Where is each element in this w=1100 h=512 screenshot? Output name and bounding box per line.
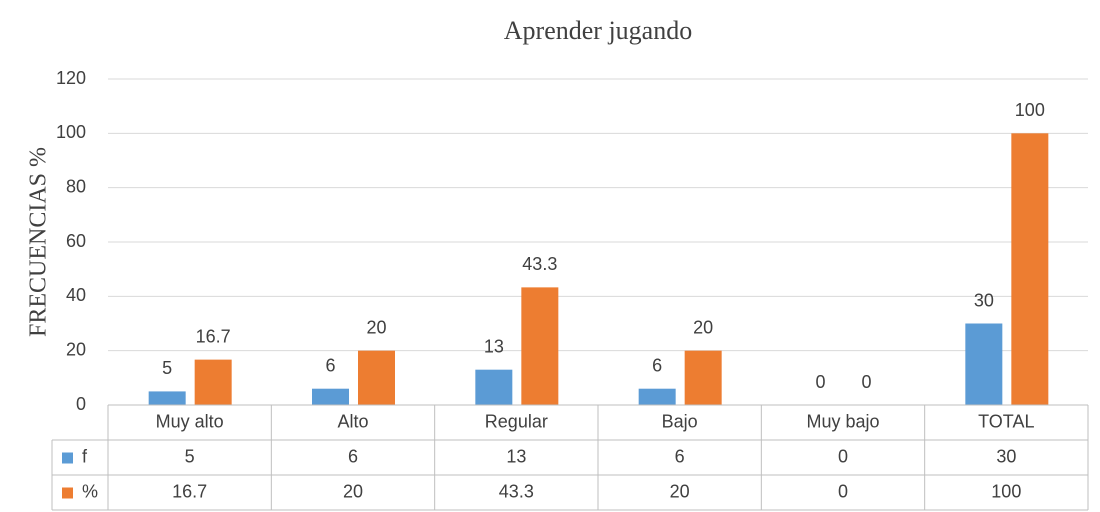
y-tick-label: 120 — [56, 68, 86, 88]
bar — [965, 323, 1003, 405]
bar — [358, 350, 395, 405]
data-label: 100 — [1015, 100, 1045, 120]
legend-key — [62, 487, 73, 499]
table-cell: 100 — [991, 481, 1021, 501]
x-tick-label: Regular — [485, 411, 548, 431]
data-label: 6 — [325, 355, 335, 375]
table-cell: 6 — [348, 446, 358, 466]
data-label: 16.7 — [196, 326, 231, 346]
y-tick-label: 80 — [66, 176, 86, 196]
table-cell: 0 — [838, 446, 848, 466]
x-tick-label: Bajo — [662, 411, 698, 431]
table-cell: 43.3 — [499, 481, 534, 501]
data-label: 20 — [366, 317, 386, 337]
bar — [148, 391, 186, 405]
y-tick-label: 100 — [56, 122, 86, 142]
table-cell: 5 — [185, 446, 195, 466]
data-label: 13 — [484, 336, 504, 356]
legend-label: f — [82, 446, 88, 466]
data-label: 30 — [974, 290, 994, 310]
y-tick-label: 20 — [66, 339, 86, 359]
y-tick-label: 60 — [66, 231, 86, 251]
data-label: 0 — [815, 372, 825, 392]
table-cell: 6 — [675, 446, 685, 466]
x-tick-label: Muy bajo — [806, 411, 879, 431]
data-label: 43.3 — [522, 254, 557, 274]
data-label: 6 — [652, 355, 662, 375]
bar — [684, 350, 722, 405]
y-axis-label: FRECUENCIAS % — [26, 147, 52, 337]
table-cell: 20 — [343, 481, 363, 501]
bar — [521, 287, 559, 405]
table-cell: 30 — [996, 446, 1016, 466]
y-tick-label: 40 — [66, 285, 86, 305]
table-cell: 0 — [838, 481, 848, 501]
bar — [194, 359, 232, 405]
data-label: 5 — [162, 358, 172, 378]
x-tick-label: TOTAL — [978, 411, 1034, 431]
legend-label: % — [82, 481, 98, 501]
y-tick-label: 0 — [76, 394, 86, 414]
data-label: 20 — [693, 317, 713, 337]
x-tick-label: Alto — [337, 411, 368, 431]
table-cell: 13 — [506, 446, 526, 466]
chart-title: Aprender jugando — [504, 16, 692, 45]
table-cell: 20 — [670, 481, 690, 501]
bar — [638, 388, 676, 405]
legend-key — [62, 452, 73, 464]
x-tick-label: Muy alto — [156, 411, 224, 431]
table-cell: 16.7 — [172, 481, 207, 501]
bar — [312, 388, 349, 405]
data-label: 0 — [861, 372, 871, 392]
bar — [475, 369, 513, 405]
bar — [1011, 133, 1049, 406]
